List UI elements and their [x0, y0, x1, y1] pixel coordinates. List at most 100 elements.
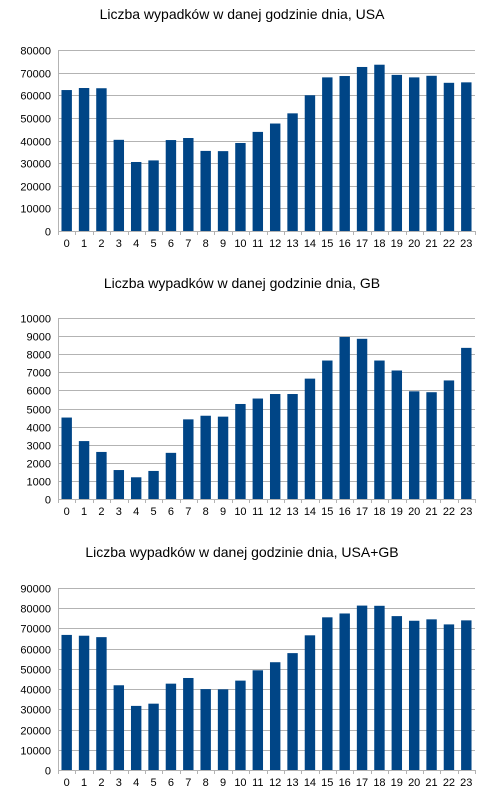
x-tick-label: 22 — [443, 506, 455, 518]
x-tick-label: 3 — [116, 777, 122, 789]
y-tick-label: 0 — [45, 495, 51, 507]
bar — [130, 161, 142, 231]
x-tick-label: 8 — [203, 506, 209, 518]
x-tick-label: 6 — [168, 777, 174, 789]
bar — [61, 90, 72, 231]
x-tick-label: 14 — [304, 238, 316, 250]
chart-title: Liczba wypadków w danej godzinie dnia, G… — [104, 275, 380, 291]
chart-2: Liczba wypadków w danej godzinie dnia, G… — [20, 275, 476, 518]
y-tick-label: 60000 — [20, 91, 51, 103]
x-tick-label: 12 — [269, 777, 281, 789]
bar — [304, 378, 316, 499]
y-tick-label: 10000 — [20, 204, 51, 216]
chart-1: Liczba wypadków w danej godzinie dnia, U… — [20, 6, 476, 250]
bar — [356, 66, 368, 231]
bar — [374, 605, 385, 770]
bar — [408, 620, 420, 770]
x-tick-label: 17 — [356, 506, 368, 518]
y-tick-label: 80000 — [20, 46, 51, 58]
y-tick-label: 4000 — [27, 423, 51, 435]
bar — [391, 74, 403, 231]
x-tick-label: 3 — [116, 506, 122, 518]
bar — [113, 139, 125, 231]
x-tick-label: 11 — [252, 506, 263, 518]
x-tick-label: 16 — [339, 238, 351, 250]
y-tick-label: 5000 — [27, 405, 51, 417]
x-tick-label: 3 — [116, 238, 122, 250]
x-tick-label: 19 — [391, 238, 403, 250]
x-tick-label: 14 — [304, 777, 316, 789]
bar — [217, 151, 229, 231]
y-tick-label: 70000 — [20, 624, 51, 636]
bar — [183, 138, 194, 231]
x-tick-label: 20 — [408, 238, 420, 250]
x-tick-label: 13 — [286, 506, 298, 518]
x-tick-label: 18 — [373, 777, 385, 789]
bar — [408, 77, 420, 231]
bar — [339, 337, 350, 499]
bar — [269, 123, 281, 231]
x-tick-label: 12 — [269, 238, 281, 250]
bar — [217, 416, 229, 499]
bar — [235, 680, 246, 770]
x-tick-label: 14 — [304, 506, 316, 518]
x-tick-label: 9 — [220, 506, 226, 518]
bar — [165, 452, 177, 499]
y-tick-label: 0 — [45, 766, 51, 778]
bar — [322, 77, 333, 231]
bar — [183, 419, 194, 499]
bar — [339, 76, 350, 232]
x-tick-label: 15 — [321, 777, 333, 789]
bar — [443, 380, 455, 499]
bar — [374, 360, 385, 499]
bar — [461, 620, 472, 770]
x-tick-label: 7 — [185, 777, 191, 789]
bar — [165, 140, 177, 231]
x-tick-label: 16 — [339, 506, 351, 518]
bar — [148, 160, 159, 231]
x-tick-label: 13 — [286, 777, 298, 789]
x-tick-label: 10 — [234, 506, 246, 518]
bar — [148, 470, 159, 499]
x-tick-label: 11 — [252, 777, 263, 789]
x-tick-label: 15 — [321, 238, 333, 250]
y-tick-label: 10000 — [20, 746, 51, 758]
y-tick-label: 30000 — [20, 705, 51, 717]
x-tick-label: 7 — [185, 506, 191, 518]
bar — [443, 624, 455, 770]
x-tick-label: 21 — [425, 238, 437, 250]
bar — [426, 619, 437, 770]
bar — [304, 635, 316, 770]
y-tick-label: 50000 — [20, 665, 51, 677]
y-tick-label: 10000 — [20, 314, 51, 326]
chart-title: Liczba wypadków w danej godzinie dnia, U… — [85, 544, 398, 560]
x-tick-label: 9 — [220, 777, 226, 789]
x-tick-label: 4 — [133, 238, 139, 250]
y-tick-label: 70000 — [20, 69, 51, 81]
bar — [252, 398, 264, 499]
bar — [96, 88, 107, 232]
y-tick-label: 50000 — [20, 114, 51, 126]
bar — [113, 685, 125, 770]
bar — [287, 394, 298, 499]
bar — [200, 150, 211, 231]
y-tick-label: 90000 — [20, 584, 51, 596]
y-tick-label: 80000 — [20, 604, 51, 616]
y-tick-label: 9000 — [27, 332, 51, 344]
x-tick-label: 20 — [408, 777, 420, 789]
x-tick-label: 2 — [98, 777, 104, 789]
x-tick-label: 10 — [234, 777, 246, 789]
y-tick-label: 40000 — [20, 685, 51, 697]
bar — [113, 470, 125, 499]
bar — [269, 662, 281, 770]
x-tick-label: 1 — [81, 238, 87, 250]
x-tick-label: 18 — [373, 506, 385, 518]
x-tick-label: 5 — [150, 238, 156, 250]
bar — [443, 82, 455, 231]
x-tick-label: 6 — [168, 506, 174, 518]
bar — [61, 634, 72, 770]
y-tick-label: 40000 — [20, 137, 51, 149]
x-tick-label: 6 — [168, 238, 174, 250]
y-tick-label: 6000 — [27, 386, 51, 398]
x-tick-label: 0 — [64, 238, 70, 250]
